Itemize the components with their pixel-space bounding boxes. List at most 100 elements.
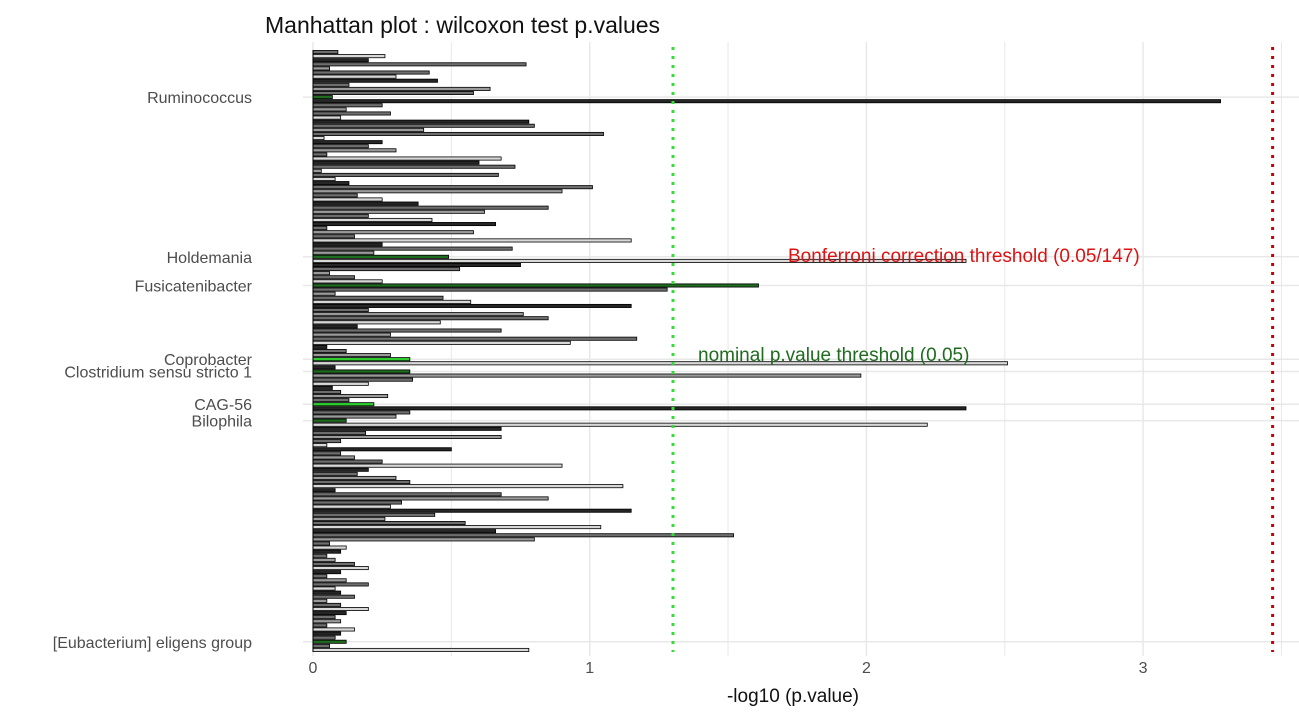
bar [312,455,355,460]
bar [312,336,638,341]
bar [312,344,328,349]
bar [312,295,444,300]
bar [312,496,549,501]
bar [312,369,411,374]
x-tick-label: 3 [1139,660,1148,677]
bar [312,602,342,607]
threshold-lines [671,47,1275,652]
bar [312,647,530,652]
bar [312,267,461,272]
bar [312,54,386,59]
bar [312,226,328,231]
bar [312,320,441,325]
bar [312,557,336,562]
y-tick-label: CAG-56 [194,397,252,414]
bar [312,230,474,235]
y-tick-label: Fusicatenibacter [135,278,253,295]
bar [312,410,411,415]
bar [312,312,524,317]
bar [312,136,325,141]
bar [312,299,472,304]
bar [312,209,485,214]
bar [312,78,438,83]
bar [312,303,632,308]
bar [312,308,369,313]
bar [312,127,425,132]
bar [312,234,355,239]
bar [312,480,411,485]
bar [312,238,632,243]
bar [312,484,624,489]
bar [312,328,502,333]
bar [312,508,632,513]
bar [312,439,342,444]
bar [312,177,336,181]
bar [312,201,419,206]
bar [312,561,355,566]
bar [312,205,549,210]
bar [312,115,342,120]
bar [312,242,383,247]
bar [312,435,502,439]
bar [312,500,402,505]
bar [312,152,328,157]
bar [312,389,342,394]
bar [312,426,502,431]
bar [312,95,333,100]
bar [312,91,474,95]
bar [312,398,350,403]
x-tick-labels: 0 1 2 3 [309,660,1148,677]
bar [312,598,328,603]
bar [312,156,502,161]
bar [312,279,383,284]
bar [312,250,375,255]
bar [312,615,336,620]
bar [312,74,397,79]
bar [312,537,535,542]
bar [312,164,516,169]
bar [312,144,369,149]
bar [312,492,502,497]
bar [312,131,604,136]
bar [312,222,497,227]
bar [312,643,331,648]
bar [312,185,593,190]
bar [312,349,347,353]
grid-lines [303,42,1299,656]
bar [312,271,331,276]
bar [312,418,347,423]
bar [312,545,347,550]
x-tick-label: 2 [862,660,871,677]
bar [312,353,391,358]
bar [312,357,411,362]
bar [312,275,355,280]
y-tick-labels: Ruminococcus Holdemania Fusicatenibacter Co… [53,90,253,652]
bar [312,86,491,91]
bar [312,291,336,296]
x-tick-label: 1 [585,660,594,677]
bar [312,566,369,571]
bar [312,148,397,153]
bar [312,447,452,452]
bar [312,635,336,640]
bars [312,50,1221,652]
bar [312,283,759,288]
bar [312,619,342,624]
bar [312,82,350,87]
bar [312,123,535,128]
y-tick-label: Coprobacter [164,352,253,369]
bar [312,459,383,464]
bar [312,99,1221,104]
bar [312,394,389,399]
bar [312,422,928,427]
bar [312,541,331,546]
bar [312,504,391,509]
bar [312,172,499,177]
y-tick-label: Ruminococcus [147,90,252,107]
bar [312,607,369,611]
bar [312,62,527,67]
bar [312,58,369,63]
x-tick-label: 0 [309,660,318,677]
bar [312,533,734,538]
